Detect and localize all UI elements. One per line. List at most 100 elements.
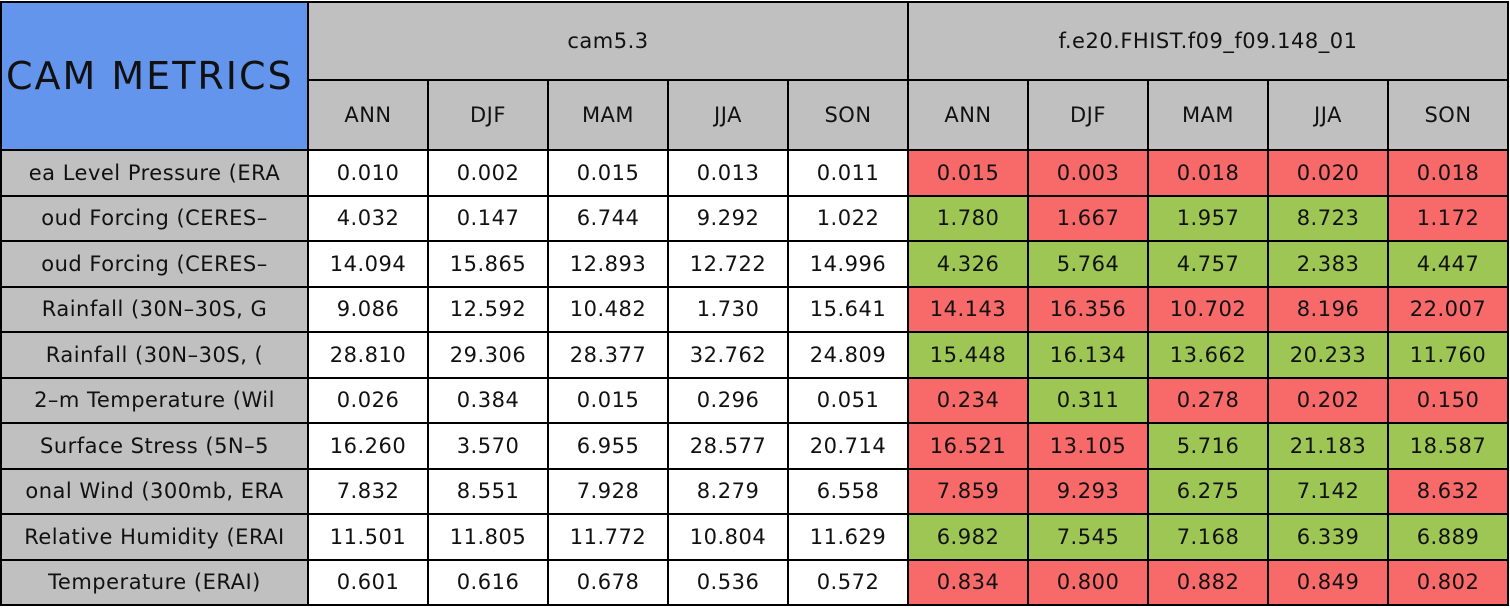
value-cell: 11.629 [787, 513, 909, 561]
value-cell: 11.501 [307, 513, 429, 561]
value-cell: 4.757 [1147, 240, 1269, 288]
data-row: 2–m Temperature (Wil 0.026 0.384 0.015 0.296… [0, 376, 1509, 424]
value-cell: 2.383 [1267, 240, 1389, 288]
data-row: oud Forcing (CERES– 4.032 0.147 6.744 9.292 1… [0, 194, 1509, 242]
group-header: cam5.3 [307, 1, 909, 81]
season-header: JJA [667, 79, 789, 151]
row-label-cell: ea Level Pressure (ERA [0, 149, 309, 197]
value-cell: 4.032 [307, 194, 429, 242]
value-cell: 12.722 [667, 240, 789, 288]
value-cell: 5.764 [1027, 240, 1149, 288]
value-cell: 0.234 [907, 376, 1029, 424]
value-cell: 6.889 [1387, 513, 1509, 561]
value-cell: 22.007 [1387, 285, 1509, 333]
season-row: ANN DJF MAM JJA SON ANN DJF MAM JJA SON [1, 79, 1509, 151]
value-cell: 13.105 [1027, 422, 1149, 470]
value-cell: 8.632 [1387, 467, 1509, 515]
value-cell: 14.996 [787, 240, 909, 288]
value-cell: 0.015 [547, 149, 669, 197]
row-label-cell: Rainfall (30N–30S, G [0, 285, 309, 333]
row-label: ea Level Pressure (ERA [28, 160, 281, 185]
value-cell: 8.279 [667, 467, 789, 515]
season-header: ANN [907, 79, 1029, 151]
season-header: DJF [427, 79, 549, 151]
row-label-cell: 2–m Temperature (Wil [0, 376, 309, 424]
value-cell: 0.384 [427, 376, 549, 424]
value-cell: 11.805 [427, 513, 549, 561]
season-header: ANN [307, 79, 429, 151]
row-label: Rainfall (30N–30S, G [41, 297, 268, 322]
row-label-cell: Temperature (ERAI) [0, 558, 309, 606]
value-cell: 6.275 [1147, 467, 1269, 515]
value-cell: 8.196 [1267, 285, 1389, 333]
data-row: Rainfall (30N–30S, (28.810 29.306 28.377 32… [0, 331, 1509, 379]
value-cell: 10.702 [1147, 285, 1269, 333]
value-cell: 15.641 [787, 285, 909, 333]
value-cell: 14.143 [907, 285, 1029, 333]
value-cell: 18.587 [1387, 422, 1509, 470]
value-cell: 20.714 [787, 422, 909, 470]
row-label: Relative Humidity (ERAI [24, 524, 285, 549]
value-cell: 5.716 [1147, 422, 1269, 470]
value-cell: 0.003 [1027, 149, 1149, 197]
value-cell: 29.306 [427, 331, 549, 379]
value-cell: 0.202 [1267, 376, 1389, 424]
value-cell: 0.278 [1147, 376, 1269, 424]
value-cell: 0.601 [307, 558, 429, 606]
row-label-cell: oud Forcing (CERES– [0, 194, 309, 242]
value-cell: 9.292 [667, 194, 789, 242]
value-cell: 10.804 [667, 513, 789, 561]
group-header: f.e20.FHIST.f09_f09.148_01 [907, 1, 1509, 81]
value-cell: 7.928 [547, 467, 669, 515]
value-cell: 32.762 [667, 331, 789, 379]
row-label-cell: onal Wind (300mb, ERA [0, 467, 309, 515]
season-header: MAM [547, 79, 669, 151]
value-cell: 28.810 [307, 331, 429, 379]
value-cell: 15.865 [427, 240, 549, 288]
value-cell: 0.051 [787, 376, 909, 424]
value-cell: 0.013 [667, 149, 789, 197]
row-label: 2–m Temperature (Wil [34, 388, 275, 413]
row-label: oud Forcing (CERES– [41, 206, 268, 231]
value-cell: 11.772 [547, 513, 669, 561]
value-cell: 12.592 [427, 285, 549, 333]
value-cell: 20.233 [1267, 331, 1389, 379]
data-row: Temperature (ERAI) 0.601 0.616 0.678 0.536 0.… [0, 558, 1509, 606]
data-row: onal Wind (300mb, ERA 7.832 8.551 7.928 8.27… [0, 467, 1509, 515]
value-cell: 4.447 [1387, 240, 1509, 288]
value-cell: 4.326 [907, 240, 1029, 288]
value-cell: 6.955 [547, 422, 669, 470]
value-cell: 28.577 [667, 422, 789, 470]
season-header: DJF [1027, 79, 1149, 151]
value-cell: 0.834 [907, 558, 1029, 606]
value-cell: 0.018 [1147, 149, 1269, 197]
value-cell: 6.339 [1267, 513, 1389, 561]
season-header: MAM [1147, 79, 1269, 151]
row-label-cell: Surface Stress (5N–5 [0, 422, 309, 470]
value-cell: 16.260 [307, 422, 429, 470]
table-title: CAM METRICS [0, 1, 309, 151]
value-cell: 0.150 [1387, 376, 1509, 424]
value-cell: 0.616 [427, 558, 549, 606]
value-cell: 0.015 [907, 149, 1029, 197]
season-header: SON [787, 79, 909, 151]
row-label: onal Wind (300mb, ERA [25, 479, 284, 504]
value-cell: 13.662 [1147, 331, 1269, 379]
value-cell: 15.448 [907, 331, 1029, 379]
value-cell: 28.377 [547, 331, 669, 379]
value-cell: 7.832 [307, 467, 429, 515]
value-cell: 0.018 [1387, 149, 1509, 197]
value-cell: 16.356 [1027, 285, 1149, 333]
value-cell: 0.849 [1267, 558, 1389, 606]
season-header: JJA [1267, 79, 1389, 151]
row-label-cell: Rainfall (30N–30S, ( [0, 331, 309, 379]
value-cell: 9.293 [1027, 467, 1149, 515]
row-label: Surface Stress (5N–5 [39, 433, 269, 458]
value-cell: 1.022 [787, 194, 909, 242]
value-cell: 10.482 [547, 285, 669, 333]
value-cell: 0.311 [1027, 376, 1149, 424]
data-row: ea Level Pressure (ERA 0.010 0.002 0.015 0.0… [0, 149, 1509, 197]
value-cell: 21.183 [1267, 422, 1389, 470]
